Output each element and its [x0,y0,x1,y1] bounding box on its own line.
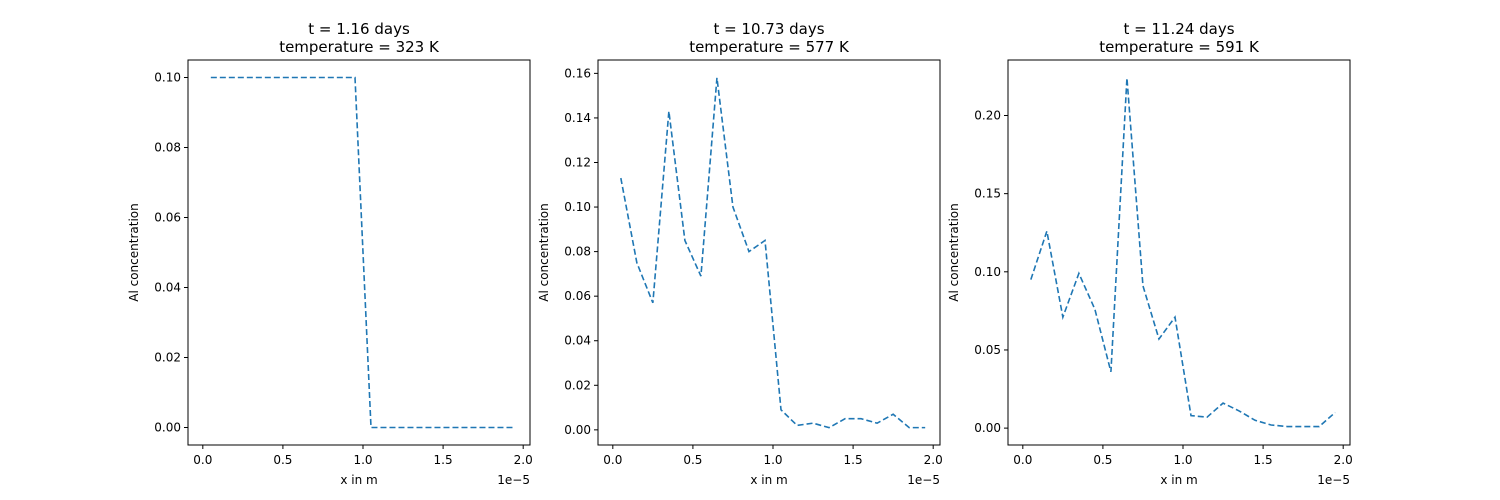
x-tick-label: 0.5 [1093,453,1112,467]
x-tick-label: 0.0 [603,453,622,467]
x-offset-label: 1e−5 [907,473,940,487]
x-tick-label: 2.0 [1334,453,1353,467]
y-axis-label: Al concentration [537,203,551,301]
y-tick-label: 0.14 [564,111,591,125]
y-tick-label: 0.00 [564,423,591,437]
x-tick-label: 1.0 [353,453,372,467]
x-tick-label: 0.0 [193,453,212,467]
x-axis-label: x in m [1160,473,1197,487]
subplot-title-line-1: t = 10.73 days [713,20,824,38]
subplot-title-line-2: temperature = 577 K [689,38,850,56]
series-line [620,77,926,429]
subplot-title-line-2: temperature = 591 K [1099,38,1260,56]
subplot-title-line-1: t = 11.24 days [1123,20,1234,38]
y-tick-label: 0.04 [564,334,591,348]
x-tick-label: 0.5 [273,453,292,467]
x-offset-label: 1e−5 [497,473,530,487]
y-tick-label: 0.20 [974,108,1001,122]
y-tick-label: 0.08 [154,141,181,155]
x-tick-label: 2.0 [514,453,533,467]
y-tick-label: 0.00 [974,421,1001,435]
y-tick-label: 0.04 [154,281,181,295]
x-axis-label: x in m [340,473,377,487]
subplot-title-line-1: t = 1.16 days [308,20,410,38]
x-tick-label: 0.5 [683,453,702,467]
y-tick-label: 0.00 [154,421,181,435]
y-axis-label: Al concentration [127,203,141,301]
x-axis-label: x in m [750,473,787,487]
y-tick-label: 0.06 [154,211,181,225]
x-tick-label: 1.5 [844,453,863,467]
axes-frame [597,59,941,446]
y-tick-label: 0.10 [154,71,181,85]
x-tick-label: 1.0 [1173,453,1192,467]
y-tick-label: 0.05 [974,343,1001,357]
x-tick-label: 0.0 [1013,453,1032,467]
y-tick-label: 0.02 [564,378,591,392]
x-tick-label: 1.0 [763,453,782,467]
x-tick-label: 1.5 [434,453,453,467]
y-tick-label: 0.15 [974,187,1001,201]
y-tick-label: 0.16 [564,66,591,80]
x-tick-label: 1.5 [1254,453,1273,467]
y-tick-label: 0.10 [974,265,1001,279]
subplot-title-line-2: temperature = 323 K [279,38,440,56]
series-line [1030,77,1336,428]
y-tick-label: 0.10 [564,200,591,214]
y-tick-label: 0.08 [564,245,591,259]
y-tick-label: 0.02 [154,351,181,365]
y-tick-label: 0.12 [564,155,591,169]
axes-frame [187,59,531,446]
x-offset-label: 1e−5 [1317,473,1350,487]
series-line [210,76,516,429]
y-tick-label: 0.06 [564,289,591,303]
x-tick-label: 2.0 [924,453,943,467]
y-axis-label: Al concentration [947,203,961,301]
axes-frame [1007,59,1351,446]
